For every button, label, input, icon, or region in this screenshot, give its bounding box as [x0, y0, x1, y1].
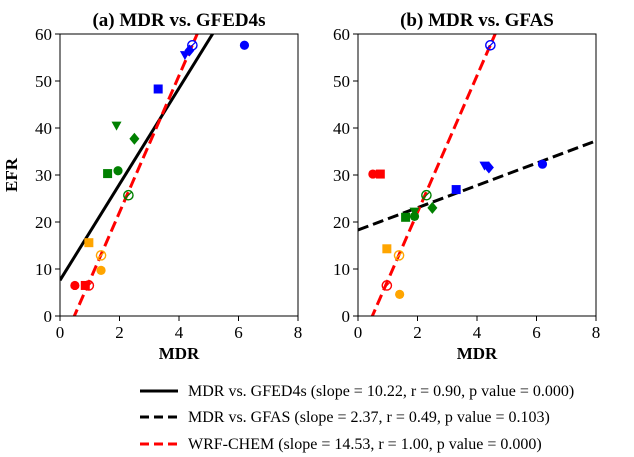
data-point-9 — [427, 201, 438, 214]
data-point-5-hatch — [395, 251, 403, 259]
data-point-8 — [111, 121, 122, 131]
x-tick-label: 4 — [473, 323, 482, 342]
y-tick-label: 10 — [35, 260, 52, 279]
data-point-15 — [239, 40, 250, 50]
legend: MDR vs. GFED4s (slope = 10.22, r = 0.90,… — [140, 383, 574, 453]
data-point-14-hatch — [188, 41, 197, 49]
x-tick-label: 8 — [592, 323, 601, 342]
regression-line-0 — [358, 139, 596, 232]
data-point-5-hatch — [97, 251, 105, 259]
data-point-10 — [421, 189, 432, 201]
x-tick-label: 6 — [532, 323, 541, 342]
x-tick-label: 2 — [413, 323, 422, 342]
y-tick-label: 30 — [35, 166, 52, 185]
plot-area — [60, 34, 250, 316]
x-tick-label: 0 — [354, 323, 363, 342]
x-tick-label: 2 — [115, 323, 124, 342]
data-point-2 — [381, 280, 393, 291]
data-point-2-hatch — [383, 281, 391, 290]
y-tick-label: 60 — [35, 25, 52, 44]
data-point-6 — [401, 212, 411, 222]
y-tick-label: 20 — [333, 213, 350, 232]
y-tick-label: 0 — [44, 307, 53, 326]
x-tick-label: 4 — [175, 323, 184, 342]
y-tick-label: 50 — [35, 72, 52, 91]
data-point-9 — [129, 132, 140, 145]
data-point-7 — [113, 166, 123, 176]
y-tick-label: 60 — [333, 25, 350, 44]
panel-b: 0 2 4 6 8 0 10 20 30 40 50 60 (b) MDR vs. GFAS MDR — [333, 10, 601, 363]
data-point-11 — [153, 84, 163, 94]
x-axis-label: MDR — [457, 344, 498, 363]
legend-label: MDR vs. GFED4s (slope = 10.22, r = 0.90,… — [188, 383, 574, 400]
x-tick-label: 0 — [56, 323, 65, 342]
regression-line-1 — [370, 34, 497, 316]
chart-title: (b) MDR vs. GFAS — [400, 10, 554, 31]
data-point-2 — [83, 280, 95, 291]
y-tick-label: 40 — [333, 119, 350, 138]
y-tick-label: 40 — [35, 119, 52, 138]
data-point-5 — [95, 250, 107, 261]
data-point-3 — [96, 265, 106, 276]
data-point-13 — [184, 44, 195, 57]
data-point-13 — [483, 161, 494, 174]
data-point-3 — [382, 244, 392, 254]
data-point-15 — [537, 159, 548, 169]
x-axis-label: MDR — [159, 344, 200, 363]
data-point-2-hatch — [85, 281, 93, 290]
panel-a: 0 2 4 6 8 0 10 20 30 40 50 60 (a) MDR vs. GFED4s MDR E… — [2, 10, 303, 363]
data-point-14 — [187, 39, 198, 51]
y-tick-label: 10 — [333, 260, 350, 279]
y-axis-label: EFR — [2, 157, 21, 192]
data-point-5 — [393, 250, 405, 261]
data-point-0 — [368, 169, 378, 179]
x-tick-label: 8 — [294, 323, 303, 342]
plot-area — [358, 34, 596, 316]
regression-line-0 — [60, 34, 215, 282]
data-point-4 — [84, 238, 94, 248]
chart-title: (a) MDR vs. GFED4s — [92, 10, 265, 31]
data-point-10-hatch — [124, 191, 133, 199]
x-tick-label: 6 — [234, 323, 243, 342]
legend-label: MDR vs. GFAS (slope = 2.37, r = 0.49, p … — [188, 409, 550, 426]
y-tick-label: 50 — [333, 72, 350, 91]
regression-line-1 — [72, 34, 199, 316]
data-point-14-hatch — [486, 41, 495, 49]
data-point-6 — [103, 169, 113, 179]
data-point-0 — [70, 280, 80, 291]
y-tick-label: 20 — [35, 213, 52, 232]
data-point-4 — [395, 289, 405, 299]
data-point-11 — [451, 185, 461, 195]
data-point-8 — [409, 207, 420, 217]
y-tick-label: 0 — [342, 307, 351, 326]
data-point-10-hatch — [422, 191, 431, 199]
data-point-10 — [123, 189, 134, 201]
data-point-1 — [80, 280, 90, 290]
data-point-14 — [485, 39, 496, 51]
legend-label: WRF-CHEM (slope = 14.53, r = 1.00, p val… — [188, 436, 542, 453]
y-tick-label: 30 — [333, 166, 350, 185]
data-point-1 — [375, 169, 385, 179]
